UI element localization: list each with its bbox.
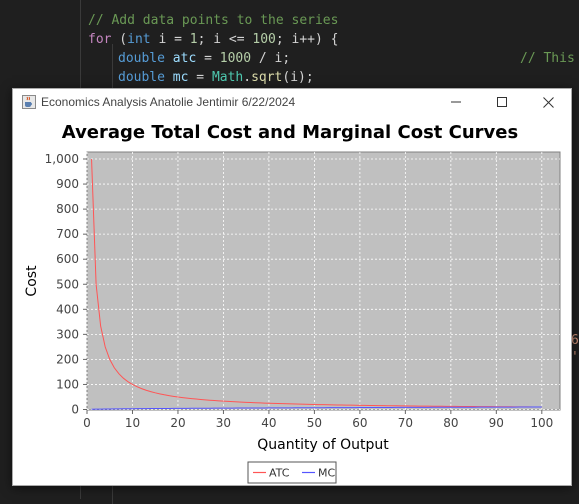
code-text: ; i++) { xyxy=(275,32,339,47)
code-class: Math xyxy=(211,70,244,85)
legend-label-atc: ATC xyxy=(269,467,290,480)
code-line-atc[interactable]: double atc = 1000 / i; xyxy=(118,49,290,68)
code-type: double xyxy=(118,51,165,66)
code-line-for-loop[interactable]: for (int i = 1; i <= 100; i++) { xyxy=(88,30,339,49)
code-variable: mc xyxy=(172,70,189,85)
x-axis-label: Quantity of Output xyxy=(257,437,389,453)
y-tick-label: 500 xyxy=(56,277,79,291)
x-tick-label: 40 xyxy=(261,416,276,430)
maximize-button[interactable] xyxy=(479,89,525,115)
x-tick-label: 90 xyxy=(489,416,504,430)
code-text: . xyxy=(243,70,252,85)
plot-area xyxy=(86,151,561,411)
code-text: = xyxy=(188,70,212,85)
code-type: int xyxy=(127,32,151,47)
axes: 0 10 20 30 40 50 60 70 80 90 100 0 100 200 300 400 500 60… xyxy=(45,152,554,430)
chart-window[interactable]: Economics Analysis Anatolie Jentimir 6/2… xyxy=(12,88,572,486)
code-text: ; i <= xyxy=(197,32,253,47)
window-titlebar[interactable]: Economics Analysis Anatolie Jentimir 6/2… xyxy=(13,89,571,115)
code-peek-text: ' xyxy=(571,350,579,365)
series-line-atc xyxy=(91,158,542,408)
x-tick-label: 30 xyxy=(216,416,231,430)
grid-lines xyxy=(86,152,560,410)
close-icon xyxy=(542,96,554,108)
y-tick-label: 400 xyxy=(56,302,79,316)
code-comment: // Add data points to the series xyxy=(88,13,339,28)
code-function: sqrt xyxy=(251,70,283,85)
y-tick-label: 1,000 xyxy=(45,152,79,166)
code-comment: // This xyxy=(520,51,575,66)
chart-title: Average Total Cost and Marginal Cost Cur… xyxy=(62,122,518,143)
x-tick-label: 10 xyxy=(125,416,140,430)
x-tick-label: 80 xyxy=(443,416,458,430)
code-text: ( xyxy=(111,32,128,47)
x-tick-label: 100 xyxy=(530,416,553,430)
x-tick-label: 50 xyxy=(307,416,322,430)
code-type: double xyxy=(118,70,165,85)
chart-panel: Average Total Cost and Marginal Cost Cur… xyxy=(24,122,561,484)
minimize-icon xyxy=(451,101,461,103)
code-text: = xyxy=(196,51,220,66)
y-tick-label: 700 xyxy=(56,227,79,241)
legend-box xyxy=(247,461,337,484)
code-variable: atc xyxy=(172,51,197,66)
x-tick-label: 0 xyxy=(83,416,91,430)
close-button[interactable] xyxy=(525,89,571,115)
y-tick-label: 800 xyxy=(56,202,79,216)
minimize-button[interactable] xyxy=(433,89,479,115)
series-layer xyxy=(91,158,542,410)
x-tick-label: 70 xyxy=(398,416,413,430)
y-tick-label: 600 xyxy=(56,252,79,266)
y-tick-label: 900 xyxy=(56,177,79,191)
legend: ATC MC xyxy=(247,461,337,484)
code-text: / i; xyxy=(251,51,291,66)
code-keyword: for xyxy=(88,32,112,47)
legend-label-mc: MC xyxy=(318,467,335,480)
x-tick-label: 60 xyxy=(352,416,367,430)
code-number: 100 xyxy=(252,32,276,47)
maximize-icon xyxy=(497,97,507,107)
x-tick-label: 20 xyxy=(170,416,185,430)
java-cup-icon xyxy=(22,95,36,109)
code-text: i = xyxy=(150,32,190,47)
y-tick-label: 300 xyxy=(56,327,79,341)
code-number: 1000 xyxy=(219,51,252,66)
code-text: (i); xyxy=(282,70,314,85)
y-tick-label: 100 xyxy=(56,377,79,391)
code-number: 1 xyxy=(189,32,198,47)
code-line-mc[interactable]: double mc = Math.sqrt(i); xyxy=(118,68,314,87)
series-line-mc xyxy=(91,406,542,410)
code-peek-text: 6 xyxy=(571,333,579,348)
window-title: Economics Analysis Anatolie Jentimir 6/2… xyxy=(41,95,296,109)
y-tick-label: 200 xyxy=(56,352,79,366)
code-line-atc-comment: // This xyxy=(520,49,575,68)
code-line-comment[interactable]: // Add data points to the series xyxy=(88,11,338,30)
y-tick-label: 0 xyxy=(71,402,79,416)
y-axis-label: Cost xyxy=(24,265,40,297)
